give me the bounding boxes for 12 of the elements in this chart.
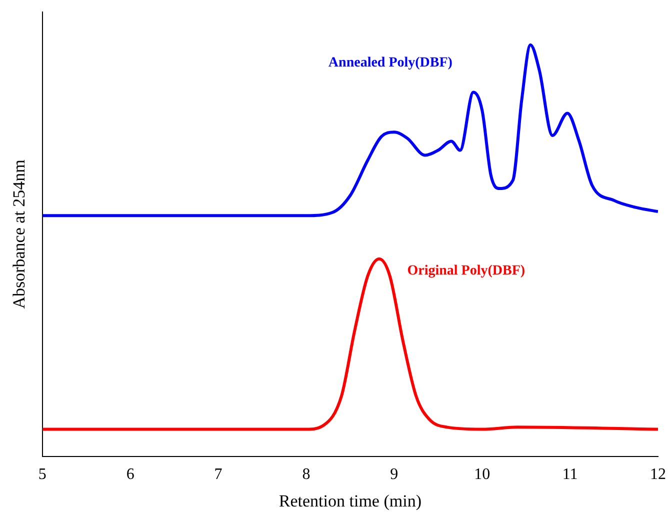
x-tick-label: 9 — [390, 466, 398, 484]
text: Annealed Poly(DBF) — [328, 56, 453, 71]
x-tick-label: 12 — [650, 466, 666, 484]
x-axis-title: Retention time (min) — [278, 491, 422, 510]
x-tick-label: 5 — [38, 466, 46, 484]
x-tick-label: 8 — [302, 466, 310, 484]
x-tick-label: 11 — [562, 466, 578, 484]
x-tick-label: 6 — [126, 466, 134, 484]
y-axis-title: Absorbance at 254nm — [10, 160, 29, 309]
x-tick-label: 7 — [214, 466, 222, 484]
series-label: Original Poly(DBF) — [407, 264, 526, 278]
x-tick-label: 10 — [474, 466, 490, 484]
